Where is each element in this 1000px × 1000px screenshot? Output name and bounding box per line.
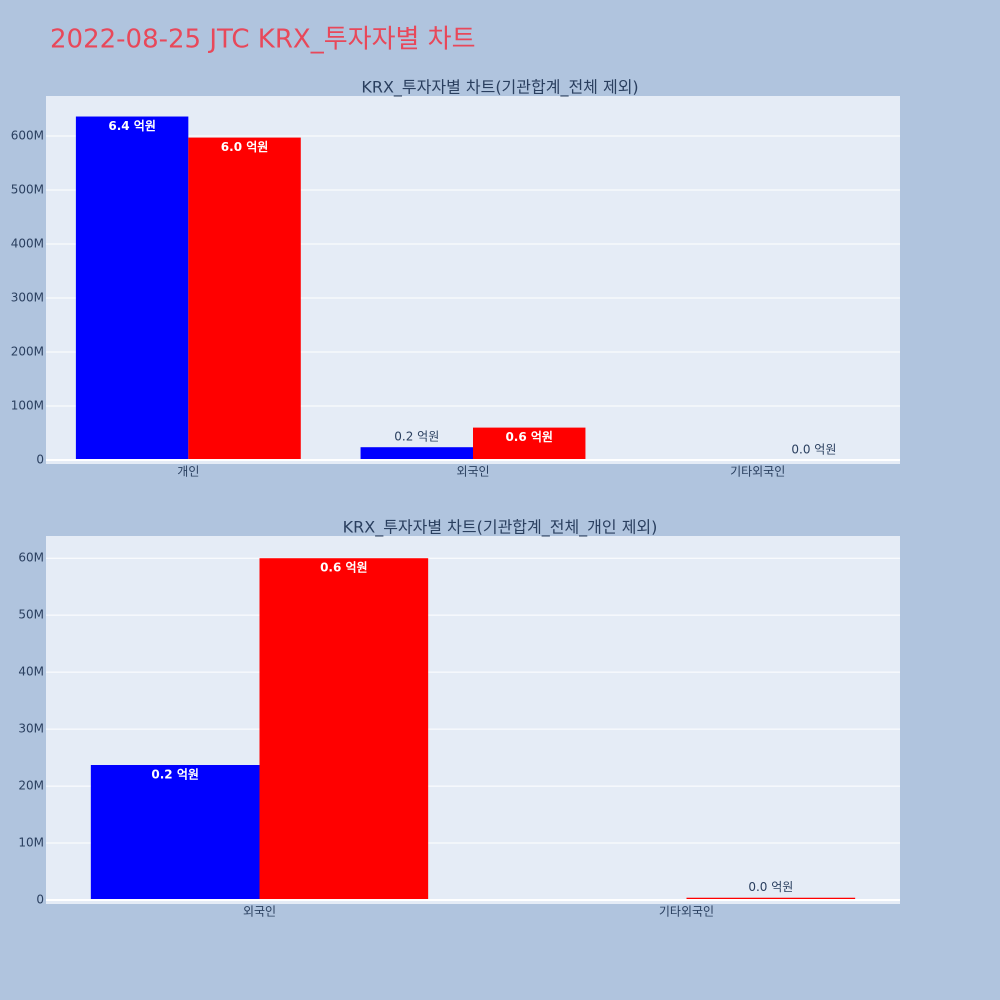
bar	[75, 116, 189, 461]
value-label: 6.0 억원	[221, 140, 269, 154]
y-tick-label: 300M	[11, 290, 44, 304]
y-tick-label: 100M	[11, 398, 44, 412]
chart-title: KRX_투자자별 차트(기관합계_전체 제외)	[361, 78, 638, 98]
y-tick-label: 20M	[18, 779, 44, 793]
y-tick-label: 0	[36, 453, 44, 467]
value-label: 0.0 억원	[791, 442, 836, 456]
bar	[473, 427, 586, 461]
value-label: 0.0 억원	[748, 880, 793, 894]
y-tick-label: 400M	[11, 236, 44, 250]
y-tick-label: 40M	[18, 665, 44, 679]
bar	[90, 765, 260, 901]
value-label: 0.6 억원	[505, 430, 553, 444]
x-tick-label: 개인	[177, 465, 199, 479]
chart-title: KRX_투자자별 차트(기관합계_전체_개인 제외)	[343, 518, 658, 538]
x-tick-label: 기타외국인	[659, 905, 714, 919]
y-tick-label: 10M	[18, 836, 44, 850]
value-label: 0.6 억원	[320, 561, 368, 575]
y-tick-label: 30M	[18, 722, 44, 736]
value-label: 6.4 억원	[108, 119, 156, 133]
bar	[259, 558, 429, 901]
value-label: 0.2 억원	[394, 430, 439, 444]
y-tick-label: 60M	[18, 551, 44, 565]
page-title: 2022-08-25 JTC KRX_투자자별 차트	[50, 25, 476, 55]
y-tick-label: 600M	[11, 128, 44, 142]
y-tick-label: 50M	[18, 608, 44, 622]
bar	[188, 137, 301, 461]
x-tick-label: 기타외국인	[730, 465, 785, 479]
bar	[360, 447, 473, 461]
x-tick-label: 외국인	[243, 905, 276, 919]
bar	[686, 897, 856, 901]
y-tick-label: 0	[36, 893, 44, 907]
value-label: 0.2 억원	[151, 768, 199, 782]
y-tick-label: 200M	[11, 344, 44, 358]
y-tick-label: 500M	[11, 182, 44, 196]
x-tick-label: 외국인	[456, 465, 489, 479]
